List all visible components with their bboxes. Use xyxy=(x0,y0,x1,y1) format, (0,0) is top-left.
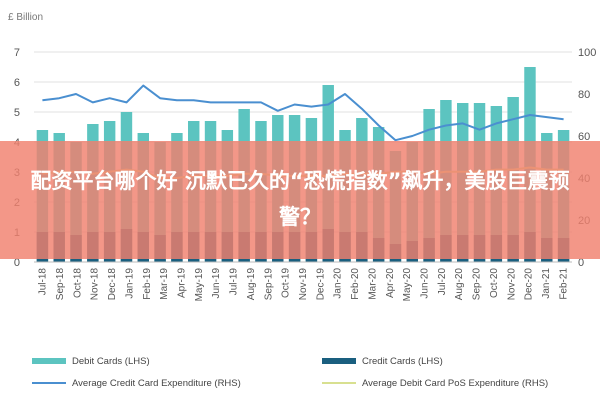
x-tick-label: Feb-21 xyxy=(558,268,569,300)
x-tick-label: Jul-19 xyxy=(229,268,240,296)
chart-legend: Debit Cards (LHS) Credit Cards (LHS) Ave… xyxy=(32,352,592,396)
legend-label-debit-cards: Debit Cards (LHS) xyxy=(72,356,150,367)
y-right-tick-label: 0 xyxy=(578,257,584,269)
x-tick-label: Jan-19 xyxy=(125,268,136,299)
legend-swatch-credit-cards xyxy=(322,358,356,365)
x-tick-label: Feb-19 xyxy=(142,268,153,300)
legend-item-avg-credit-expenditure: Average Credit Card Expenditure (RHS) xyxy=(32,378,241,389)
y-right-tick-label: 100 xyxy=(578,47,596,59)
x-tick-label: Jul-18 xyxy=(38,268,49,296)
y-left-tick-label: 0 xyxy=(14,257,20,269)
headline-overlay[interactable]: 配资平台哪个好 沉默已久的“恐慌指数”飙升，美股巨震预警？ xyxy=(0,141,600,259)
legend-swatch-avg-credit-expenditure xyxy=(32,382,66,385)
x-tick-label: Nov-18 xyxy=(90,268,101,301)
x-tick-label: Jan-20 xyxy=(333,268,344,299)
x-tick-label: Feb-20 xyxy=(350,268,361,300)
headline-text: 配资平台哪个好 沉默已久的“恐慌指数”飙升，美股巨震预警？ xyxy=(30,169,570,229)
x-tick-label: Jul-20 xyxy=(437,268,448,296)
x-tick-label: Nov-20 xyxy=(506,268,517,301)
x-tick-label: Sep-19 xyxy=(263,268,274,301)
y-right-tick-label: 60 xyxy=(578,131,590,143)
legend-item-avg-debit-expenditure: Average Debit Card PoS Expenditure (RHS) xyxy=(322,378,548,389)
y-right-tick-label: 80 xyxy=(578,89,590,101)
x-tick-label: Apr-19 xyxy=(177,268,188,298)
y-left-tick-label: 7 xyxy=(14,47,20,59)
legend-label-avg-debit-expenditure: Average Debit Card PoS Expenditure (RHS) xyxy=(362,378,549,389)
x-tick-label: Mar-19 xyxy=(159,268,170,300)
legend-swatch-debit-cards xyxy=(32,358,66,365)
y-left-tick-label: 5 xyxy=(14,107,20,119)
x-tick-label: Oct-18 xyxy=(72,268,83,298)
x-tick-label: Dec-19 xyxy=(315,268,326,301)
x-tick-label: Oct-19 xyxy=(281,268,292,298)
x-tick-label: Dec-18 xyxy=(107,268,118,301)
x-tick-label: Dec-20 xyxy=(524,268,535,301)
line-avg-credit-expenditure xyxy=(42,84,564,142)
x-tick-label: Oct-20 xyxy=(489,268,500,298)
x-tick-label: Jan-21 xyxy=(541,268,552,299)
x-tick-label: May-20 xyxy=(402,268,413,302)
x-tick-label: Aug-20 xyxy=(454,268,465,301)
legend-swatch-avg-debit-expenditure xyxy=(322,382,356,385)
x-tick-label: Aug-19 xyxy=(246,268,257,301)
legend-item-debit-cards: Debit Cards (LHS) xyxy=(32,356,150,367)
y-unit-label: £ Billion xyxy=(8,12,43,23)
y-left-tick-label: 6 xyxy=(14,77,20,89)
x-tick-label: Sep-20 xyxy=(472,268,483,301)
x-tick-label: Mar-20 xyxy=(367,268,378,300)
legend-label-credit-cards: Credit Cards (LHS) xyxy=(362,356,443,367)
x-tick-label: Jun-19 xyxy=(211,268,222,299)
x-tick-label: Apr-20 xyxy=(385,268,396,298)
x-tick-label: Sep-18 xyxy=(55,268,66,301)
x-tick-label: Nov-19 xyxy=(298,268,309,301)
x-tick-label: Jun-20 xyxy=(420,268,431,299)
legend-label-avg-credit-expenditure: Average Credit Card Expenditure (RHS) xyxy=(72,378,241,389)
x-tick-label: May-19 xyxy=(194,268,205,302)
legend-item-credit-cards: Credit Cards (LHS) xyxy=(322,356,443,367)
